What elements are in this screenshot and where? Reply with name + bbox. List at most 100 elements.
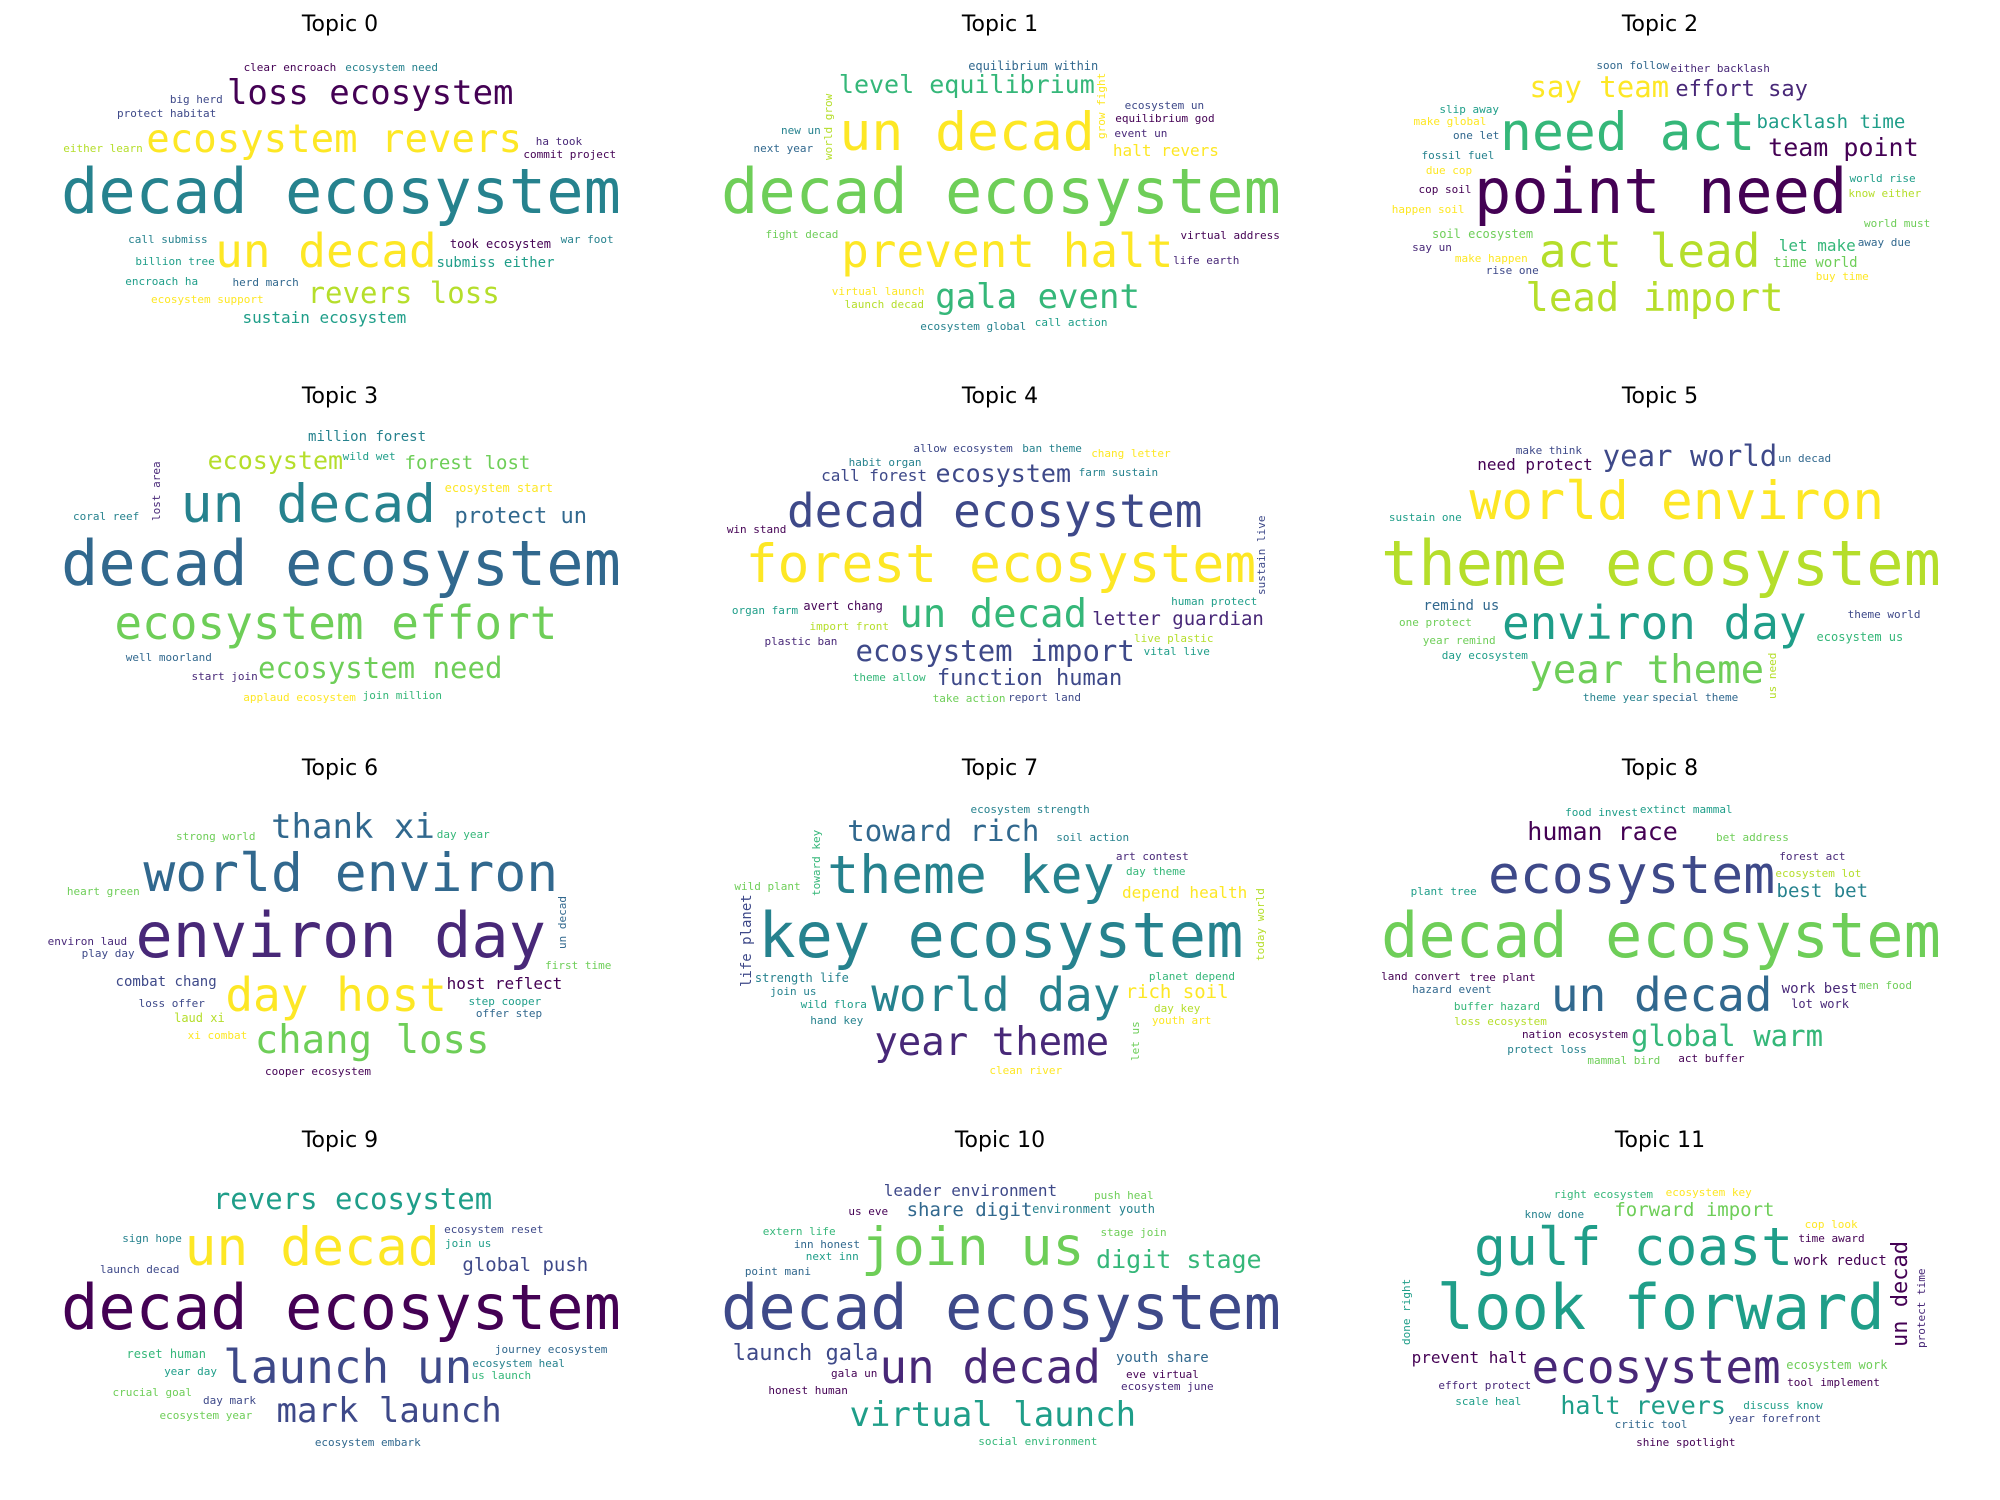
word-cloud: look forward gulf coast ecosystem halt reve… xyxy=(1360,1160,1960,1460)
cloud-word: loss ecosystem xyxy=(1454,1015,1547,1029)
cloud-word: extinct mammal xyxy=(1639,802,1733,816)
word-cloud: decad ecosystem un decad launch un mark lau… xyxy=(40,1160,640,1460)
cloud-word: call submiss xyxy=(128,233,208,247)
cloud-word: year world xyxy=(1602,438,1778,473)
cloud-word: cop soil xyxy=(1418,183,1472,197)
cloud-word: launch decad xyxy=(844,297,924,311)
cloud-word: soil action xyxy=(1056,830,1130,844)
word-cloud: point need need act act lead lead import say… xyxy=(1360,44,1960,344)
cloud-word: encroach ha xyxy=(125,275,199,289)
cloud-word: launch gala xyxy=(732,1341,879,1367)
cloud-word: happen soil xyxy=(1391,202,1465,216)
cloud-word: prevent halt xyxy=(841,224,1174,279)
cloud-word: virtual launch xyxy=(849,1394,1137,1435)
cloud-word: special theme xyxy=(1652,691,1739,705)
cloud-word: shine spotlight xyxy=(1636,1435,1736,1449)
cloud-word: ecosystem revers xyxy=(146,116,522,162)
topic-panel: Topic 3 decad ecosystem un decad ecosystem … xyxy=(30,380,650,720)
cloud-word: make global xyxy=(1413,115,1487,129)
cloud-word: say un xyxy=(1412,240,1452,254)
cloud-word: plant tree xyxy=(1410,885,1477,899)
topic-panel: Topic 10 decad ecosystem join us un decad vi… xyxy=(690,1124,1310,1464)
cloud-word: commit project xyxy=(523,148,617,162)
cloud-word: next inn xyxy=(805,1250,859,1264)
topic-title: Topic 5 xyxy=(1621,384,1699,409)
cloud-word: men food xyxy=(1859,978,1912,992)
cloud-word: un decad xyxy=(879,1340,1101,1395)
cloud-word: push heal xyxy=(1094,1189,1154,1203)
cloud-word: day year xyxy=(436,828,490,842)
cloud-word: lot work xyxy=(1791,997,1849,1012)
cloud-word: soon follow xyxy=(1596,59,1670,73)
topic-panel: Topic 0 decad ecosystem un decad ecosystem … xyxy=(30,8,650,348)
cloud-word: event un xyxy=(1114,127,1168,141)
cloud-word: take action xyxy=(932,692,1006,706)
cloud-word: applaud ecosystem xyxy=(243,691,356,705)
cloud-word: big herd xyxy=(169,92,223,106)
cloud-word: food invest xyxy=(1565,806,1639,820)
cloud-word: lead import xyxy=(1525,276,1784,322)
cloud-word: youth art xyxy=(1151,1013,1212,1027)
cloud-word: un decad xyxy=(180,473,436,535)
cloud-word: ecosystem start xyxy=(444,480,554,495)
cloud-word: crucial goal xyxy=(112,1386,192,1400)
cloud-word: need act xyxy=(1500,101,1756,163)
topic-title: Topic 9 xyxy=(301,1128,379,1153)
cloud-word: key ecosystem xyxy=(758,899,1244,973)
cloud-word: one let xyxy=(1453,129,1500,143)
cloud-word: sustain live xyxy=(1254,515,1268,595)
cloud-word: land convert xyxy=(1381,970,1461,984)
cloud-word: let make xyxy=(1778,236,1856,256)
cloud-word: nation ecosystem xyxy=(1521,1028,1628,1042)
cloud-word: bet address xyxy=(1716,830,1789,844)
cloud-word: remind us xyxy=(1423,597,1500,614)
cloud-word: leader environment xyxy=(883,1181,1058,1201)
cloud-word: gulf coast xyxy=(1473,1216,1794,1278)
topic-title: Topic 1 xyxy=(961,12,1039,37)
word-cloud: theme ecosystem world environ environ day y… xyxy=(1360,416,1960,716)
cloud-word: youth share xyxy=(1115,1350,1209,1367)
topic-title: Topic 8 xyxy=(1621,756,1699,781)
cloud-word: join us xyxy=(770,984,817,998)
cloud-word: un decad xyxy=(1887,1241,1913,1348)
cloud-word: buffer hazard xyxy=(1453,999,1540,1013)
cloud-word: effort protect xyxy=(1438,1379,1532,1393)
cloud-word: well moorland xyxy=(125,650,212,664)
word-cloud: decad ecosystem un decad ecosystem effort e… xyxy=(40,416,640,716)
cloud-word: day key xyxy=(1154,1002,1201,1015)
word-cloud: decad ecosystem join us un decad virtual la… xyxy=(700,1160,1300,1460)
cloud-word: decad ecosystem xyxy=(721,155,1281,229)
topic-title: Topic 2 xyxy=(1621,12,1699,37)
cloud-word: world environ xyxy=(143,843,559,905)
topic-title: Topic 10 xyxy=(954,1128,1046,1153)
cloud-word: billion tree xyxy=(135,254,215,268)
cloud-word: strong world xyxy=(175,830,256,844)
cloud-word: ban theme xyxy=(1022,442,1082,456)
cloud-word: prevent halt xyxy=(1411,1348,1528,1368)
cloud-word: gala un xyxy=(831,1367,878,1381)
cloud-word: protect un xyxy=(454,504,587,530)
cloud-word: ecosystem need xyxy=(345,60,439,74)
cloud-word: ecosystem june xyxy=(1120,1379,1214,1393)
cloud-word: offer step xyxy=(475,1006,543,1020)
cloud-word: year theme xyxy=(1529,647,1765,693)
cloud-word: act lead xyxy=(1538,224,1761,279)
cloud-word: laud xi xyxy=(174,1010,225,1025)
cloud-word: avert chang xyxy=(803,599,883,614)
cloud-word: team point xyxy=(1768,133,1919,163)
cloud-word: point need xyxy=(1474,155,1848,229)
cloud-word: rise one xyxy=(1485,264,1539,277)
cloud-word: away due xyxy=(1857,236,1911,250)
word-cloud: environ day world environ day host chang lo… xyxy=(40,788,640,1088)
cloud-word: world environ xyxy=(1469,471,1885,533)
cloud-word: chang letter xyxy=(1091,447,1171,461)
cloud-word: virtual launch xyxy=(831,285,925,299)
cloud-word: need protect xyxy=(1477,454,1593,474)
cloud-word: report land xyxy=(1008,690,1081,704)
cloud-word: chang loss xyxy=(254,1018,490,1064)
cloud-word: work reduct xyxy=(1794,1253,1887,1270)
cloud-word: equilibrium within xyxy=(968,58,1099,73)
cloud-word: herd march xyxy=(232,276,299,290)
cloud-word: level equilibrium xyxy=(838,70,1095,100)
cloud-word: start join xyxy=(191,669,258,683)
